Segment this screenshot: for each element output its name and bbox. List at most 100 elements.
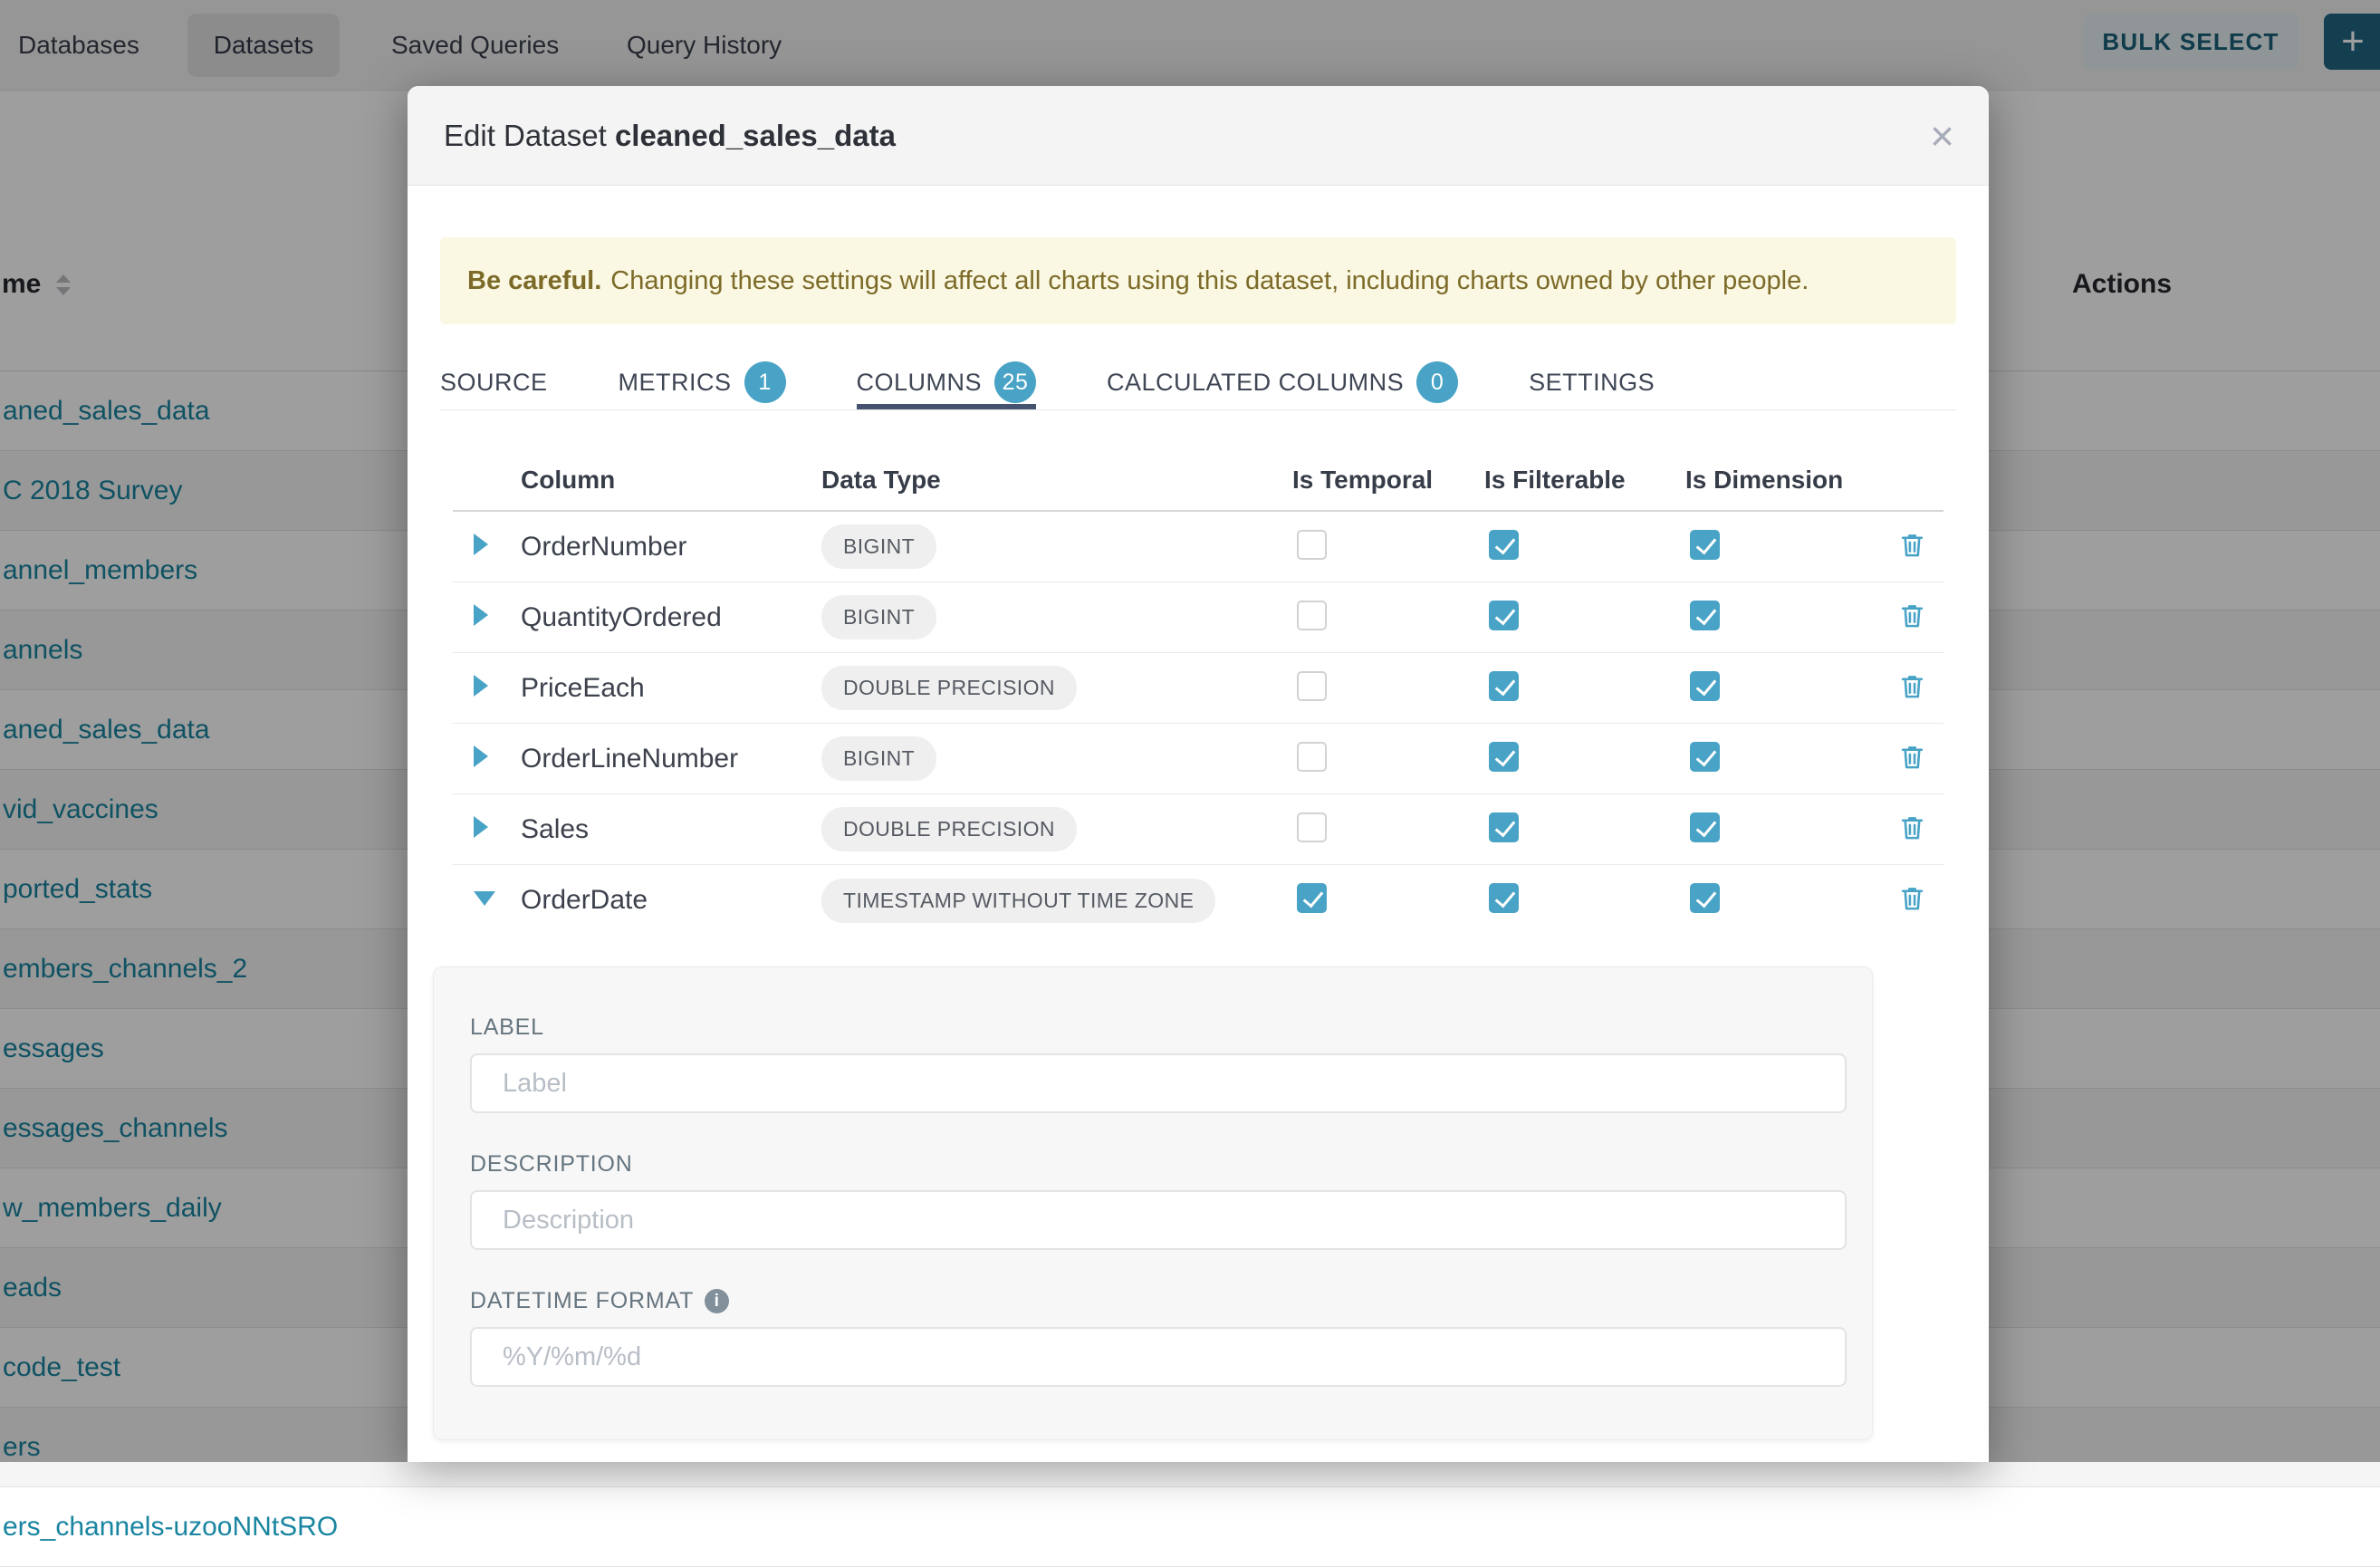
dataset-link[interactable]: ported_stats [3, 873, 153, 904]
is-filterable-checkbox[interactable] [1489, 812, 1519, 842]
is-filterable-cell [1474, 670, 1675, 706]
close-icon[interactable]: × [1930, 111, 1954, 159]
dataset-link[interactable]: code_test [3, 1351, 121, 1382]
dataset-link[interactable]: w_members_daily [3, 1192, 222, 1223]
type-cell: BIGINT [811, 595, 1282, 639]
is-temporal-checkbox[interactable] [1297, 741, 1327, 772]
modal-tabs: SOURCE METRICS 1 COLUMNS 25 CALCULATED COLUMN… [440, 361, 1956, 410]
dataset-link[interactable]: ers_channels-uzooNNtSRO [3, 1511, 339, 1542]
dataset-link[interactable]: embers_channels_2 [3, 953, 248, 984]
name-column-header[interactable]: me [2, 269, 42, 299]
is-dimension-checkbox[interactable] [1690, 670, 1720, 701]
expand-caret-icon[interactable] [474, 604, 488, 626]
column-name: OrderDate [521, 885, 648, 915]
tab-settings[interactable]: SETTINGS [1529, 361, 1655, 409]
dataset-link[interactable]: vid_vaccines [3, 793, 158, 824]
actions-column-header: Actions [2072, 269, 2173, 299]
column-row: QuantityOrdered BIGINT [453, 582, 1943, 653]
dataset-link[interactable]: essages_channels [3, 1112, 228, 1143]
label-heading-text: LABEL [470, 1014, 544, 1040]
expand-caret-icon[interactable] [474, 816, 488, 838]
data-type-header: Data Type [821, 466, 941, 494]
dataset-link[interactable]: ers [3, 1431, 41, 1462]
dataset-link[interactable]: aned_sales_data [3, 714, 210, 745]
columns-table-header: Column Data Type Is Temporal Is Filterab… [453, 450, 1943, 512]
dataset-link[interactable]: essages [3, 1033, 104, 1063]
bulk-select-button[interactable]: BULK SELECT [2083, 14, 2298, 70]
data-type-pill: DOUBLE PRECISION [821, 666, 1077, 710]
is-dimension-cell [1675, 600, 1887, 635]
is-filterable-checkbox[interactable] [1489, 529, 1519, 560]
dataset-link[interactable]: eads [3, 1272, 62, 1303]
expand-caret-icon[interactable] [474, 534, 488, 555]
datetime-format-input[interactable] [470, 1327, 1847, 1387]
caret-cell [453, 890, 511, 910]
column-name: OrderLineNumber [521, 743, 739, 774]
tab-metrics[interactable]: METRICS 1 [619, 361, 786, 409]
is-filterable-cell [1474, 529, 1675, 564]
datetime-heading-text: DATETIME FORMAT [470, 1288, 695, 1313]
delete-icon[interactable] [1898, 601, 1926, 630]
delete-icon[interactable] [1898, 531, 1926, 559]
expand-caret-icon[interactable] [474, 675, 488, 697]
is-filterable-header: Is Filterable [1484, 466, 1626, 494]
info-icon[interactable]: i [705, 1289, 730, 1313]
is-temporal-checkbox[interactable] [1297, 670, 1327, 701]
column-row: Sales DOUBLE PRECISION [453, 794, 1943, 865]
data-type-pill: BIGINT [821, 524, 937, 569]
delete-icon[interactable] [1898, 672, 1926, 700]
column-row: OrderLineNumber BIGINT [453, 724, 1943, 794]
is-filterable-checkbox[interactable] [1489, 670, 1519, 701]
is-temporal-checkbox[interactable] [1297, 812, 1327, 842]
tab-count-badge: 25 [994, 361, 1037, 403]
delete-cell [1887, 531, 1943, 563]
delete-cell [1887, 884, 1943, 917]
is-temporal-checkbox[interactable] [1297, 883, 1327, 913]
caret-cell [453, 745, 511, 772]
dataset-link[interactable]: C 2018 Survey [3, 475, 183, 505]
dataset-link[interactable]: aned_sales_data [3, 395, 210, 426]
expand-caret-icon[interactable] [474, 745, 488, 767]
nav-item-databases[interactable]: Databases [18, 31, 139, 59]
is-temporal-cell [1282, 883, 1474, 918]
dataset-link[interactable]: annels [3, 634, 83, 665]
tab-label: SOURCE [440, 368, 548, 396]
nav-item-datasets[interactable]: Datasets [187, 14, 340, 77]
is-filterable-checkbox[interactable] [1489, 741, 1519, 772]
is-dimension-checkbox[interactable] [1690, 529, 1720, 560]
delete-cell [1887, 743, 1943, 775]
is-filterable-checkbox[interactable] [1489, 883, 1519, 913]
is-dimension-checkbox[interactable] [1690, 812, 1720, 842]
is-dimension-checkbox[interactable] [1690, 883, 1720, 913]
tab-columns[interactable]: COLUMNS 25 [856, 361, 1037, 409]
type-cell: BIGINT [811, 736, 1282, 781]
tab-calculated-columns[interactable]: CALCULATED COLUMNS 0 [1107, 361, 1459, 409]
delete-icon[interactable] [1898, 743, 1926, 771]
is-dimension-checkbox[interactable] [1690, 600, 1720, 630]
description-field: DESCRIPTION [470, 1151, 1847, 1250]
is-temporal-header: Is Temporal [1292, 466, 1434, 494]
delete-icon[interactable] [1898, 813, 1926, 841]
edit-dataset-modal: Edit Dataset cleaned_sales_data × Be car… [408, 86, 1989, 1462]
tab-source[interactable]: SOURCE [440, 361, 548, 409]
add-dataset-button[interactable]: + [2324, 14, 2380, 70]
is-filterable-checkbox[interactable] [1489, 600, 1519, 630]
is-temporal-checkbox[interactable] [1297, 600, 1327, 630]
delete-cell [1887, 813, 1943, 846]
delete-icon[interactable] [1898, 884, 1926, 912]
label-input[interactable] [470, 1053, 1847, 1113]
description-input[interactable] [470, 1190, 1847, 1250]
type-cell: TIMESTAMP WITHOUT TIME ZONE [811, 878, 1282, 923]
modal-title-prefix: Edit Dataset [444, 118, 607, 152]
is-temporal-checkbox[interactable] [1297, 529, 1327, 560]
nav-item-query-history[interactable]: Query History [627, 31, 782, 59]
dataset-link[interactable]: annel_members [3, 554, 198, 585]
column-row: PriceEach DOUBLE PRECISION [453, 653, 1943, 724]
nav-item-saved-queries[interactable]: Saved Queries [391, 31, 560, 59]
modal-title: Edit Dataset cleaned_sales_data [444, 119, 896, 153]
is-dimension-checkbox[interactable] [1690, 741, 1720, 772]
type-cell: DOUBLE PRECISION [811, 666, 1282, 710]
sort-icon[interactable] [56, 274, 71, 295]
column-row: OrderDate TIMESTAMP WITHOUT TIME ZONE [453, 865, 1943, 936]
expand-caret-icon[interactable] [474, 890, 495, 906]
